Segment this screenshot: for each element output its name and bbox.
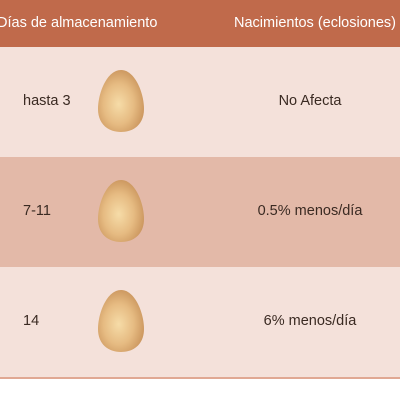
egg-icon xyxy=(98,290,144,352)
table-row: 14 6% menos/día xyxy=(0,267,400,377)
table-bottom-border xyxy=(0,377,400,379)
row-days: 14 xyxy=(23,313,40,329)
row-days: 7-11 xyxy=(23,203,51,219)
row-effect: 0.5% menos/día xyxy=(257,203,363,219)
table-row: 7-11 0.5% menos/día xyxy=(0,157,400,267)
table-row: hasta 3 No Afecta xyxy=(0,47,400,157)
egg-icon xyxy=(98,70,144,132)
egg-icon xyxy=(98,180,144,242)
row-days: hasta 3 xyxy=(23,93,71,109)
table-header: Días de almacenamiento Nacimientos (eclo… xyxy=(0,0,400,47)
header-days: Días de almacenamiento xyxy=(0,15,158,31)
header-births: Nacimientos (eclosiones) xyxy=(234,15,396,31)
row-effect: 6% menos/día xyxy=(263,313,357,329)
row-effect: No Afecta xyxy=(278,93,342,109)
storage-table: Días de almacenamiento Nacimientos (eclo… xyxy=(0,0,400,377)
